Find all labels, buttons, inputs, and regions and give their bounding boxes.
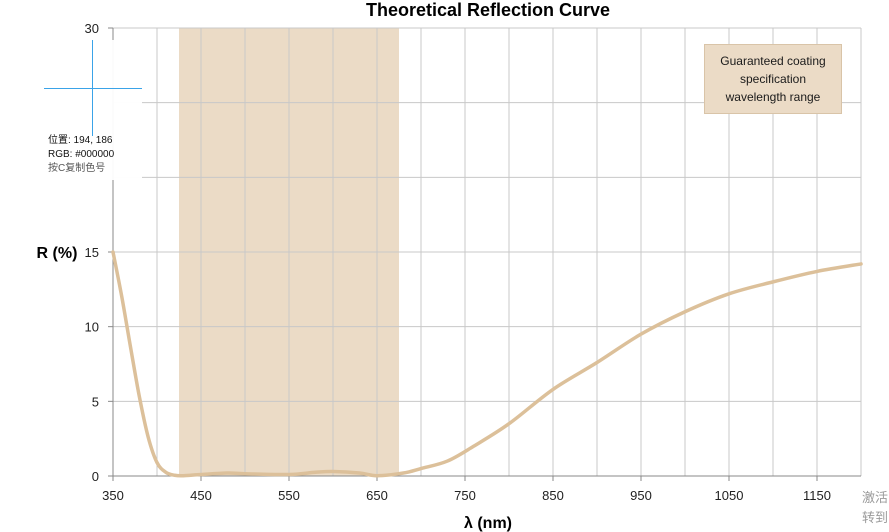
reflection-curve xyxy=(111,250,863,478)
x-tick-label: 850 xyxy=(542,488,564,503)
picker-rgb: RGB: #000000 xyxy=(48,149,115,160)
watermark-line-2: 转到 xyxy=(862,510,889,525)
x-axis-label: λ (nm) xyxy=(464,515,512,532)
y-tick-label: 15 xyxy=(85,245,99,260)
y-tick-label: 0 xyxy=(92,469,99,484)
x-tick-label: 750 xyxy=(454,488,476,503)
x-tick-label: 1050 xyxy=(715,488,744,503)
picker-hint: 按C复制色号 xyxy=(48,163,106,174)
x-tick-label: 450 xyxy=(190,488,212,503)
x-tick-label: 1150 xyxy=(803,488,831,503)
legend-box: Guaranteed coating specification wavelen… xyxy=(704,44,842,114)
crosshair-vertical xyxy=(92,40,93,136)
legend-label: Guaranteed coating specification wavelen… xyxy=(720,54,826,104)
watermark-line-1: 激活 xyxy=(862,490,889,505)
series-layer xyxy=(111,250,863,478)
y-axis-label: R (%) xyxy=(37,245,78,262)
x-tick-label: 350 xyxy=(102,488,124,503)
y-tick-label: 5 xyxy=(92,394,99,409)
grid-lines xyxy=(113,27,862,476)
picker-position: 位置: 194, 186 xyxy=(48,135,113,146)
color-picker-overlay: 位置: 194, 186 RGB: #000000 按C复制色号 xyxy=(44,40,142,180)
activation-watermark: 激活 转到 xyxy=(862,488,889,528)
picker-info: 位置: 194, 186 RGB: #000000 按C复制色号 xyxy=(48,134,114,176)
x-tick-label: 650 xyxy=(366,488,388,503)
x-tick-label: 550 xyxy=(278,488,300,503)
chart-title: Theoretical Reflection Curve xyxy=(366,0,610,20)
y-tick-label: 10 xyxy=(85,320,99,335)
crosshair-horizontal xyxy=(44,88,142,89)
tick-labels: 350 450 550 650 750 850 950 1050 1150 0 5 10 15 30 xyxy=(85,21,831,503)
y-tick-label: 30 xyxy=(85,21,99,36)
x-tick-label: 950 xyxy=(630,488,652,503)
